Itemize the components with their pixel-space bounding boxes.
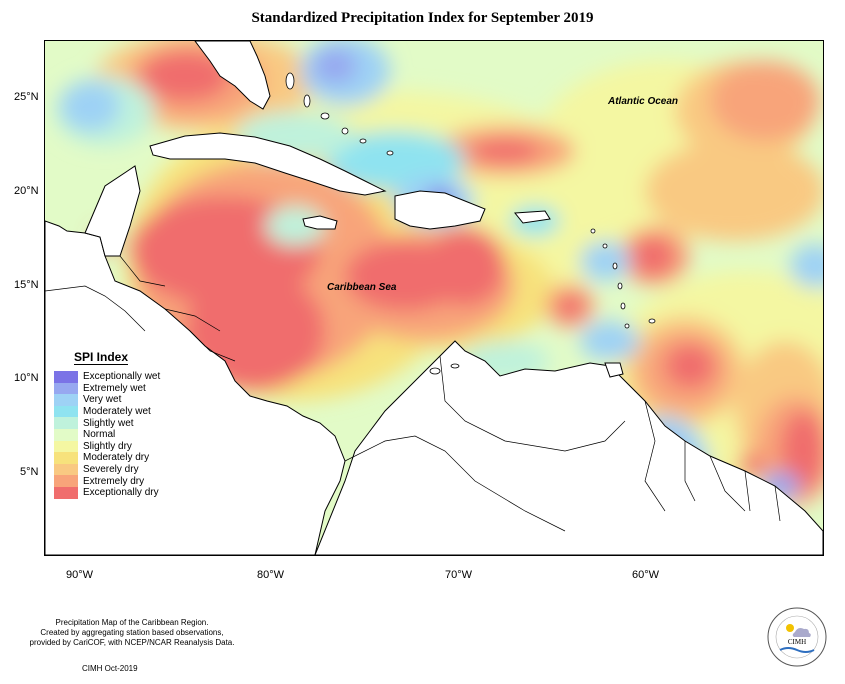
credit-text: CIMH Oct-2019 <box>82 664 138 673</box>
legend-label: Exceptionally wet <box>83 371 161 383</box>
legend-swatch <box>54 440 78 453</box>
legend-swatch <box>54 405 78 418</box>
legend-label: Slightly wet <box>83 417 134 429</box>
atlantic-ocean-label: Atlantic Ocean <box>607 96 678 107</box>
legend-label: Moderately dry <box>83 452 150 464</box>
legend-label: Exceptionally dry <box>83 487 159 499</box>
lon-label-70: 70°W <box>445 569 473 581</box>
legend-swatch <box>54 394 78 406</box>
lon-label-80: 80°W <box>257 569 285 581</box>
legend-swatch <box>54 463 78 476</box>
legend-label: Extremely wet <box>83 382 146 394</box>
legend-row: Normal <box>54 428 164 441</box>
legend-row: Exceptionally wet <box>54 371 164 383</box>
lat-label-10: 10°N <box>14 372 39 384</box>
legend-swatch <box>54 428 78 441</box>
land-masses <box>45 41 823 555</box>
legend-swatch <box>54 371 78 383</box>
footer-line-1: Precipitation Map of the Caribbean Regio… <box>55 618 209 627</box>
small-islands <box>285 72 656 375</box>
map-description: Precipitation Map of the Caribbean Regio… <box>12 618 252 648</box>
legend-row: Very wet <box>54 394 164 406</box>
legend-label: Slightly dry <box>83 440 132 452</box>
legend-label: Normal <box>83 429 116 441</box>
caribbean-sea-label: Caribbean Sea <box>327 282 397 293</box>
spi-map-canvas: Atlantic Ocean Caribbean Sea <box>45 41 823 555</box>
lat-label-25: 25°N <box>14 91 39 103</box>
footer-line-2: Created by aggregating station based obs… <box>40 628 224 637</box>
legend-swatch <box>54 475 78 487</box>
legend-row: Slightly dry <box>54 440 164 453</box>
cloud-icon <box>792 628 811 637</box>
country-borders <box>45 255 781 532</box>
lat-label-15: 15°N <box>14 279 39 291</box>
legend-row: Extremely dry <box>54 475 164 487</box>
legend-swatch <box>54 382 78 395</box>
map-title: Standardized Precipitation Index for Sep… <box>251 10 594 26</box>
cimh-logo: CIMH <box>767 607 827 667</box>
legend-swatch <box>54 452 78 464</box>
legend-label: Severely dry <box>83 464 139 476</box>
logo-text: CIMH <box>788 638 806 646</box>
legend-label: Moderately wet <box>83 406 151 418</box>
lat-label-5: 5°N <box>20 466 39 478</box>
spi-legend: SPI Index Exceptionally wet Extremely wet… <box>54 348 164 499</box>
footer-line-3: provided by CariCOF, with NCEP/NCAR Rean… <box>29 638 235 647</box>
legend-row: Severely dry <box>54 463 164 476</box>
legend-label: Extremely dry <box>83 475 145 487</box>
legend-row: Exceptionally dry <box>54 486 164 499</box>
legend-swatch <box>54 417 78 429</box>
legend-row: Moderately wet <box>54 405 164 418</box>
lon-label-90: 90°W <box>66 569 94 581</box>
lat-label-20: 20°N <box>14 185 39 197</box>
lon-label-60: 60°W <box>632 569 660 581</box>
legend-rows: Exceptionally wet Extremely wet Very wet Mo… <box>54 371 164 499</box>
legend-row: Extremely wet <box>54 382 164 395</box>
sun-icon <box>786 624 794 632</box>
spi-map: Atlantic Ocean Caribbean Sea <box>44 40 824 556</box>
legend-title: SPI Index <box>74 350 129 365</box>
legend-row: Slightly wet <box>54 417 164 429</box>
legend-label: Very wet <box>83 394 122 406</box>
legend-swatch <box>54 486 78 499</box>
legend-row: Moderately dry <box>54 452 164 464</box>
wave-icon <box>779 647 815 653</box>
